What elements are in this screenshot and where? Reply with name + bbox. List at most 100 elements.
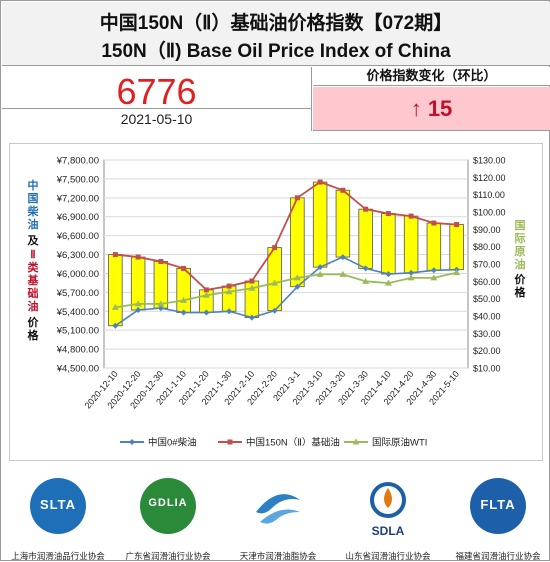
series-point xyxy=(454,222,460,228)
series-point xyxy=(385,271,392,278)
right-tick-label: $80.00 xyxy=(473,242,501,252)
series-point xyxy=(271,307,278,314)
title-bar: 中国150N（Ⅱ）基础油价格指数【072期】 150N（Ⅱ) Base Oil … xyxy=(2,2,550,66)
slta-logo: SLTA 上海市润滑油品行业协会 xyxy=(4,472,112,561)
series-line xyxy=(115,181,457,291)
series-point xyxy=(431,220,437,226)
right-tick-label: $50.00 xyxy=(473,294,501,304)
page-title-en: 150N（Ⅱ) Base Oil Price Index of China xyxy=(101,41,451,62)
left-tick-label: ¥6,600.00 xyxy=(56,231,99,242)
series-point xyxy=(384,279,392,286)
spread-bar xyxy=(176,268,191,313)
legend-label: 中国150N（Ⅱ）基础油 xyxy=(246,437,340,449)
left-axis-label-and: 及 xyxy=(27,235,39,247)
right-tick-label: $60.00 xyxy=(473,277,501,287)
series-point xyxy=(181,265,187,271)
series-point xyxy=(134,300,142,307)
index-date: 2021-05-10 xyxy=(120,111,193,127)
right-tick-label: $10.00 xyxy=(473,364,501,374)
series-point xyxy=(157,305,164,312)
series-point xyxy=(202,291,210,298)
series-point xyxy=(203,287,209,293)
sdla-logo: SDLA 山东省润滑油行业协会 xyxy=(334,472,442,561)
series-point xyxy=(340,187,346,193)
series-point xyxy=(135,307,142,314)
series-point xyxy=(112,252,118,258)
series-point xyxy=(339,254,346,261)
spread-bar xyxy=(426,222,442,271)
series-point xyxy=(293,274,301,281)
series-point xyxy=(362,265,369,272)
series-point xyxy=(407,274,415,281)
left-tick-label: ¥7,800.00 xyxy=(56,156,99,167)
left-tick-label: ¥5,700.00 xyxy=(56,288,99,299)
series-point xyxy=(430,267,437,274)
series-point xyxy=(180,309,187,316)
left-tick-label: ¥6,000.00 xyxy=(56,269,99,280)
index-value: 6776 xyxy=(2,71,311,112)
right-tick-label: $110.00 xyxy=(473,190,505,200)
series-point xyxy=(248,314,255,321)
spread-bar xyxy=(267,247,282,312)
left-tick-label: ¥6,900.00 xyxy=(56,212,99,223)
legend-marker xyxy=(227,439,233,445)
change-value: ↑ 15 xyxy=(313,87,550,131)
left-tick-label: ¥7,200.00 xyxy=(56,193,99,204)
flta-badge-icon: FLTA xyxy=(470,478,526,534)
spread-bar xyxy=(449,224,464,271)
tianjin-caption: 天津市润滑油脂协会 xyxy=(239,551,317,561)
series-point xyxy=(453,269,461,276)
right-tick-label: $90.00 xyxy=(473,225,501,235)
index-panel: 6776 2021-05-10 xyxy=(2,67,312,131)
legend-marker xyxy=(129,439,135,445)
series-point xyxy=(339,270,347,277)
chart-container: ¥7,800.00 ¥7,500.00 ¥7,200.00 ¥6,900.00 ¥6,6… xyxy=(9,143,543,461)
left-tick-label: ¥5,100.00 xyxy=(56,326,99,337)
series-point xyxy=(226,308,233,315)
series-point xyxy=(158,258,164,264)
price-chart: ¥7,800.00 ¥7,500.00 ¥7,200.00 ¥6,900.00 ¥6,6… xyxy=(56,156,506,449)
gdlia-logo: GDLIA 广东省润滑油行业协会 xyxy=(114,472,222,561)
series-point xyxy=(430,274,438,281)
gdlia-badge-icon: GDLIA xyxy=(140,478,196,534)
right-tick-label: $40.00 xyxy=(473,312,501,322)
series-point xyxy=(363,206,369,212)
tianjin-swirl-icon xyxy=(256,494,300,524)
series-point xyxy=(408,269,415,276)
right-axis-label-crude: 国际原油 xyxy=(514,220,526,271)
series-point xyxy=(294,283,301,290)
right-tick-label: $100.00 xyxy=(473,208,506,218)
series-point xyxy=(203,309,210,316)
sdla-wordmark: SDLA xyxy=(371,524,405,538)
legend-label: 中国0#柴油 xyxy=(148,437,197,449)
spread-bar xyxy=(335,189,351,258)
association-logos: SLTA 上海市润滑油品行业协会 GDLIA 广东省润滑油行业协会 天津市润滑油… xyxy=(2,468,550,561)
right-tick-label: $70.00 xyxy=(473,260,501,270)
right-axis-label-price: 价格 xyxy=(514,274,526,299)
slta-badge-icon: SLTA xyxy=(30,478,86,534)
spread-bar xyxy=(108,254,123,327)
left-tick-label: ¥6,300.00 xyxy=(56,250,99,261)
series-point xyxy=(316,270,324,277)
series-point xyxy=(271,279,279,286)
flta-caption: 福建省润滑油行业协会 xyxy=(455,551,541,561)
series-point xyxy=(317,179,323,185)
series-point xyxy=(249,278,255,284)
spread-bar xyxy=(358,208,373,269)
left-tick-label: ¥7,500.00 xyxy=(56,174,99,185)
slta-caption: 上海市润滑油品行业协会 xyxy=(11,551,105,561)
spread-bar xyxy=(381,213,396,275)
series-point xyxy=(385,211,391,217)
left-tick-label: ¥5,400.00 xyxy=(56,307,99,318)
right-tick-label: $30.00 xyxy=(473,329,501,339)
spread-bar xyxy=(290,197,305,288)
sdla-drop-icon xyxy=(370,482,406,518)
series-point xyxy=(294,195,300,201)
series-line xyxy=(115,271,457,309)
left-tick-label: ¥4,500.00 xyxy=(56,364,99,375)
series-point xyxy=(272,245,278,251)
series-point xyxy=(157,300,165,307)
right-tick-label: $120.00 xyxy=(473,173,506,183)
left-tick-label: ¥4,800.00 xyxy=(56,345,99,356)
